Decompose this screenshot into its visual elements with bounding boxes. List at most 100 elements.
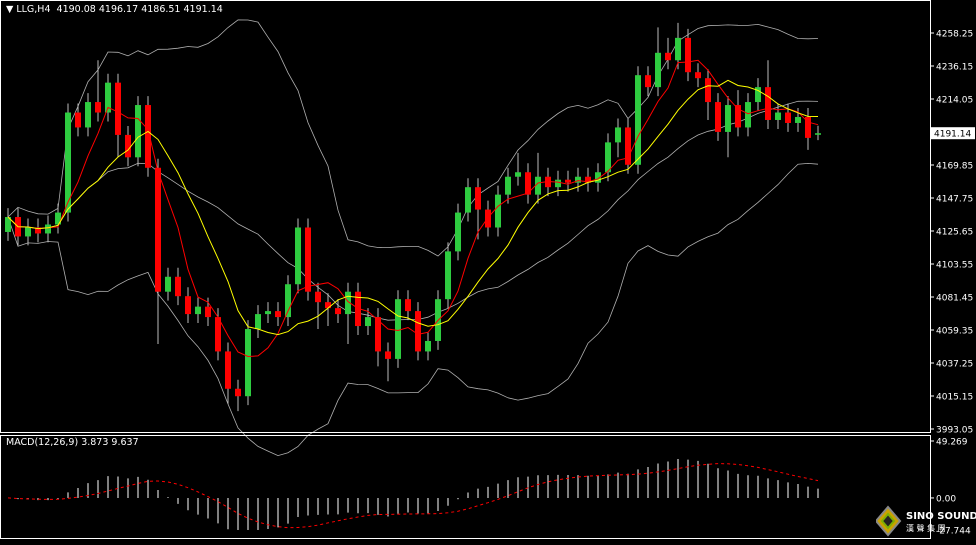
candle-body <box>565 179 571 183</box>
candle <box>675 22 681 70</box>
candle-body <box>365 317 371 327</box>
candle-body <box>585 176 591 183</box>
macd-tick-label: -27.744 <box>936 527 971 537</box>
candle <box>535 152 541 204</box>
candle-body <box>665 52 671 61</box>
candle <box>785 103 791 132</box>
candle-body <box>265 311 271 315</box>
price-tick-label: 4015.15 <box>936 393 973 403</box>
candle-body <box>315 291 321 303</box>
candle <box>275 302 281 327</box>
candle <box>45 215 51 243</box>
sinosound-logo: SINO SOUND 漢 聲 集 團 <box>874 505 976 541</box>
macd-tick-label: 49.269 <box>936 438 968 448</box>
current-price-box <box>931 127 975 140</box>
candle <box>235 379 241 412</box>
macd-pane-border <box>0 435 931 539</box>
candle-body <box>75 112 81 128</box>
candle <box>115 73 121 158</box>
candle <box>165 267 171 301</box>
candle-body <box>775 112 781 120</box>
candle <box>515 152 521 186</box>
candle <box>255 305 261 338</box>
ma-fast-line <box>7 59 819 358</box>
candle <box>555 170 561 197</box>
candle <box>405 290 411 321</box>
candle-body <box>115 82 121 135</box>
candle-body <box>715 102 721 132</box>
candle-body <box>815 133 821 135</box>
candle-body <box>215 317 221 352</box>
price-tick-label: 4258.25 <box>936 30 973 40</box>
candle <box>605 133 611 182</box>
price-tick-label: 4147.75 <box>936 195 973 205</box>
candle-body <box>235 388 241 397</box>
candle <box>195 297 201 324</box>
macd-pane <box>7 458 819 530</box>
candle-body <box>375 317 381 352</box>
bollinger-middle-line <box>7 100 819 321</box>
candle <box>55 203 61 234</box>
candle <box>445 242 451 309</box>
candle <box>485 200 491 237</box>
ohlc-close: 4191.14 <box>183 4 223 15</box>
candle-body <box>755 87 761 103</box>
candle <box>35 218 41 243</box>
candle-body <box>495 194 501 228</box>
candle-body <box>45 224 51 234</box>
candle-body <box>415 311 421 352</box>
candle-body <box>185 296 191 315</box>
candle <box>765 60 771 129</box>
candle <box>75 103 81 137</box>
candle <box>615 118 621 158</box>
candle-body <box>795 116 801 123</box>
candle <box>95 60 101 122</box>
candle-body <box>275 311 281 318</box>
ma-slow-line <box>7 79 819 336</box>
candle-body <box>105 82 111 113</box>
price-tick-label: 4103.55 <box>936 261 973 271</box>
candle-body <box>405 299 411 312</box>
candle <box>625 118 631 174</box>
candle <box>185 287 191 324</box>
candle-body <box>285 284 291 318</box>
price-tick-label: 4125.65 <box>936 228 973 238</box>
collapse-triangle-icon[interactable]: ▼ <box>6 4 17 15</box>
candle-body <box>675 37 681 61</box>
candle-body <box>625 127 631 165</box>
candle-body <box>655 52 661 88</box>
candle <box>65 103 71 222</box>
candle <box>455 203 461 261</box>
macd-label: MACD(12,26,9) 3.873 9.637 <box>6 437 139 448</box>
candle <box>345 282 351 344</box>
price-tick-label: 4236.15 <box>936 63 973 73</box>
candle <box>735 90 741 137</box>
candle-body <box>765 87 771 120</box>
candle <box>315 282 321 330</box>
candle-body <box>245 329 251 397</box>
candle <box>125 125 131 167</box>
candle-body <box>55 212 61 225</box>
candle-body <box>595 172 601 183</box>
candle-body <box>455 212 461 252</box>
candle <box>585 167 591 192</box>
macd-name: MACD(12,26,9) <box>6 437 79 448</box>
candle-body <box>335 308 341 315</box>
candle <box>725 96 731 158</box>
candle-body <box>205 306 211 318</box>
price-tick-label: 3993.05 <box>936 426 973 436</box>
candle-body <box>155 167 161 292</box>
candle <box>695 63 701 88</box>
svg-text:SINO SOUND: SINO SOUND <box>906 511 976 522</box>
candle-body <box>385 351 391 359</box>
candle <box>775 103 781 129</box>
candle-body <box>35 227 41 234</box>
candle-body <box>225 351 231 389</box>
candle <box>745 93 751 137</box>
candle <box>395 290 401 368</box>
candle-body <box>465 187 471 213</box>
candle <box>305 218 311 301</box>
candle-body <box>485 209 491 228</box>
